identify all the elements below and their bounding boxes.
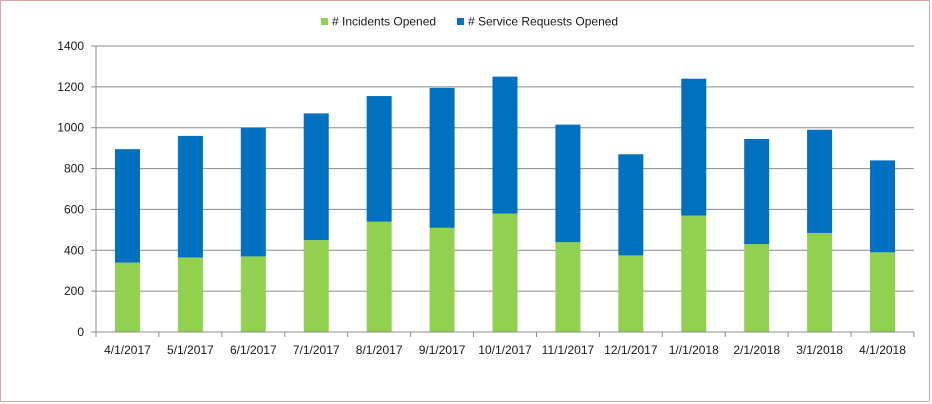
bar-incidents bbox=[114, 262, 140, 332]
bar-service-requests bbox=[681, 78, 707, 216]
legend-label: # Service Requests Opened bbox=[468, 15, 618, 29]
bar-incidents bbox=[177, 257, 203, 332]
legend: # Incidents Opened # Service Requests Ope… bbox=[321, 15, 618, 29]
bar-incidents bbox=[303, 240, 329, 332]
bar-service-requests bbox=[870, 160, 896, 253]
y-tick-label: 1200 bbox=[57, 80, 84, 94]
x-tick-label: 4/1/2018 bbox=[859, 343, 906, 357]
bar-service-requests bbox=[366, 96, 392, 222]
y-tick-label: 0 bbox=[77, 325, 84, 339]
bar-incidents bbox=[555, 242, 581, 332]
bar-incidents bbox=[492, 213, 518, 332]
y-tick-label: 200 bbox=[64, 284, 84, 298]
bar-service-requests bbox=[807, 129, 833, 233]
bar-incidents bbox=[807, 232, 833, 332]
x-tick-label: 8/1/2017 bbox=[356, 343, 403, 357]
bar-incidents bbox=[744, 244, 770, 332]
bar-service-requests bbox=[429, 87, 455, 228]
x-tick-label: 1//1/2018 bbox=[669, 343, 719, 357]
axes bbox=[91, 45, 915, 337]
x-tick-label: 2/1/2018 bbox=[733, 343, 780, 357]
y-tick-label: 400 bbox=[64, 243, 84, 257]
bar-incidents bbox=[618, 255, 644, 332]
bar-service-requests bbox=[618, 154, 644, 256]
bar-service-requests bbox=[114, 149, 140, 263]
x-tick-label: 11/1/2017 bbox=[542, 343, 595, 357]
bar-service-requests bbox=[744, 138, 770, 245]
x-tick-label: 4/1/2017 bbox=[104, 343, 151, 357]
x-tick-label: 12/1/2017 bbox=[604, 343, 658, 357]
bar-incidents bbox=[870, 252, 896, 332]
bar-incidents bbox=[366, 221, 392, 332]
x-tick-label: 3/1/2018 bbox=[796, 343, 843, 357]
x-tick-label: 7/1/2017 bbox=[293, 343, 340, 357]
y-tick-label: 800 bbox=[64, 162, 84, 176]
bars bbox=[114, 76, 896, 332]
legend-swatch bbox=[321, 18, 328, 25]
x-tick-labels: 4/1/2017 5/1/2017 6/1/2017 7/1/2017 8/1/2017… bbox=[104, 343, 906, 357]
bar-incidents bbox=[681, 215, 707, 332]
x-tick-label: 6/1/2017 bbox=[230, 343, 277, 357]
legend-label: # Incidents Opened bbox=[332, 15, 436, 29]
bar-incidents bbox=[429, 227, 455, 332]
x-tick-label: 5/1/2017 bbox=[167, 343, 214, 357]
y-tick-label: 1400 bbox=[57, 39, 84, 53]
bar-service-requests bbox=[240, 127, 266, 257]
x-tick-label: 9/1/2017 bbox=[419, 343, 466, 357]
legend-swatch bbox=[457, 18, 464, 25]
bar-service-requests bbox=[177, 135, 203, 258]
bar-service-requests bbox=[303, 113, 329, 241]
bar-service-requests bbox=[555, 124, 581, 243]
bar-service-requests bbox=[492, 76, 518, 214]
bar-incidents bbox=[240, 256, 266, 332]
y-tick-labels: 0 200 400 600 800 1000 1200 1400 bbox=[57, 39, 84, 339]
y-tick-label: 600 bbox=[64, 202, 84, 216]
x-tick-label: 10/1/2017 bbox=[478, 343, 532, 357]
y-tick-label: 1000 bbox=[57, 121, 84, 135]
